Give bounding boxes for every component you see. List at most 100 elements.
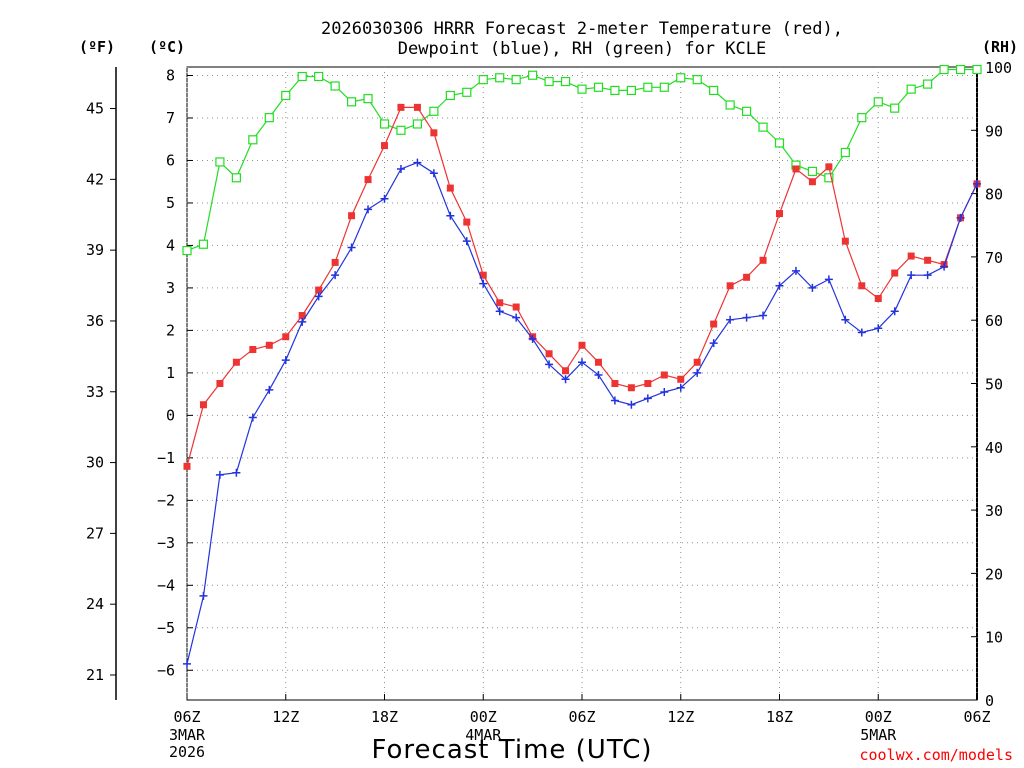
relative-humidity-point bbox=[379, 119, 390, 129]
dewpoint-point bbox=[742, 313, 751, 322]
y-f-tick-label: 21 bbox=[86, 666, 104, 684]
temperature-point bbox=[627, 384, 635, 392]
y-c-tick-label: 0 bbox=[166, 406, 175, 424]
relative-humidity-point bbox=[593, 82, 604, 92]
dewpoint-point bbox=[676, 383, 685, 392]
relative-humidity-point bbox=[626, 85, 636, 96]
y-c-tick-label: −1 bbox=[157, 449, 175, 467]
relative-humidity-point bbox=[955, 64, 966, 75]
temperature-point bbox=[232, 358, 240, 366]
dewpoint-point bbox=[248, 413, 257, 422]
relative-humidity-point bbox=[330, 81, 340, 91]
temperature-point bbox=[924, 256, 932, 264]
temperature-point bbox=[216, 380, 224, 387]
axes-layer: 876543210−1−2−3−4−5−64542393633302724211… bbox=[86, 59, 1012, 761]
dewpoint-point bbox=[940, 262, 949, 271]
dewpoint-point bbox=[446, 211, 455, 220]
dewpoint-point bbox=[528, 334, 537, 343]
x-tick-label: 00Z bbox=[470, 708, 497, 726]
dewpoint-point bbox=[380, 194, 389, 203]
temperature-point bbox=[578, 341, 586, 349]
relative-humidity-point bbox=[528, 70, 538, 80]
temperature-point bbox=[726, 282, 734, 290]
y-c-tick-label: −5 bbox=[157, 619, 175, 637]
temperature-point bbox=[265, 341, 273, 349]
relative-humidity-point bbox=[495, 73, 505, 83]
relative-humidity-point bbox=[840, 147, 850, 158]
dewpoint-point bbox=[298, 317, 307, 326]
y-c-tick-label: −4 bbox=[157, 576, 175, 594]
temperature-point bbox=[776, 210, 783, 218]
temperature-point bbox=[759, 256, 767, 264]
x-tick-year: 2026 bbox=[169, 743, 205, 761]
relative-humidity-point bbox=[692, 75, 702, 85]
relative-humidity-point bbox=[972, 64, 982, 75]
relative-humidity-point bbox=[824, 173, 834, 183]
dewpoint-point bbox=[429, 169, 438, 178]
y-c-tick-label: −2 bbox=[157, 491, 175, 509]
y-c-tick-label: −6 bbox=[157, 661, 175, 679]
dewpoint-point bbox=[479, 279, 488, 288]
temperature-point bbox=[512, 303, 520, 311]
temperature-point bbox=[808, 178, 816, 186]
dewpoint-point bbox=[364, 205, 373, 214]
y-rh-tick-label: 40 bbox=[985, 439, 1003, 457]
relative-humidity-point bbox=[758, 122, 768, 132]
relative-humidity-point bbox=[610, 85, 620, 96]
dewpoint-point bbox=[841, 315, 850, 324]
x-tick-label: 12Z bbox=[667, 708, 694, 726]
relative-humidity-point bbox=[741, 106, 752, 116]
relative-humidity-point bbox=[346, 97, 357, 107]
dewpoint-point bbox=[413, 158, 422, 167]
y-rh-tick-label: 50 bbox=[985, 376, 1003, 394]
dewpoint-point bbox=[314, 292, 323, 301]
temperature-point bbox=[792, 165, 800, 173]
temperature-point bbox=[677, 375, 685, 383]
dewpoint-point bbox=[907, 271, 916, 280]
x-tick-date: 3MAR bbox=[169, 726, 206, 744]
dewpoint-point bbox=[462, 237, 471, 246]
relative-humidity-point bbox=[774, 138, 785, 148]
temperature-point bbox=[874, 295, 882, 303]
relative-humidity-point bbox=[890, 103, 900, 113]
temperature-point bbox=[496, 299, 504, 307]
dewpoint-point bbox=[347, 243, 356, 252]
y-f-tick-label: 33 bbox=[86, 383, 104, 401]
x-tick-date: 5MAR bbox=[860, 726, 897, 744]
y-c-tick-label: −3 bbox=[157, 534, 175, 552]
relative-humidity-point bbox=[676, 73, 686, 83]
y-f-tick-label: 36 bbox=[86, 312, 104, 330]
y-rh-tick-label: 70 bbox=[985, 249, 1003, 267]
y-f-tick-label: 24 bbox=[86, 595, 104, 613]
dewpoint-point bbox=[643, 394, 652, 403]
celsius-axis-unit: (ºC) bbox=[149, 38, 185, 56]
y-f-tick-label: 30 bbox=[86, 454, 104, 472]
dewpoint-point bbox=[923, 271, 932, 280]
temperature-point bbox=[660, 371, 668, 379]
dewpoint-point bbox=[199, 591, 208, 600]
x-tick-label: 18Z bbox=[766, 708, 793, 726]
y-rh-tick-label: 0 bbox=[985, 692, 994, 710]
dewpoint-point bbox=[396, 164, 405, 173]
y-c-tick-label: 5 bbox=[166, 194, 175, 212]
relative-humidity-point bbox=[215, 157, 225, 167]
relative-humidity-point bbox=[412, 119, 423, 129]
dewpoint-point bbox=[693, 368, 702, 377]
temperature-point bbox=[430, 129, 438, 137]
dewpoint-point bbox=[232, 468, 241, 477]
dewpoint-point bbox=[824, 275, 833, 284]
y-c-tick-label: 3 bbox=[166, 279, 175, 297]
y-c-tick-label: 7 bbox=[166, 109, 175, 127]
temperature-point bbox=[397, 103, 405, 111]
relative-humidity-point bbox=[429, 106, 439, 116]
dewpoint-point bbox=[512, 313, 521, 322]
dewpoint-point bbox=[545, 360, 554, 369]
dewpoint-point bbox=[759, 311, 768, 320]
dewpoint-point bbox=[857, 328, 866, 337]
y-f-tick-label: 45 bbox=[86, 100, 104, 118]
x-tick-label: 12Z bbox=[272, 708, 299, 726]
relative-humidity-point bbox=[297, 71, 307, 82]
temperature-point bbox=[710, 320, 718, 328]
y-rh-tick-label: 60 bbox=[985, 312, 1003, 330]
